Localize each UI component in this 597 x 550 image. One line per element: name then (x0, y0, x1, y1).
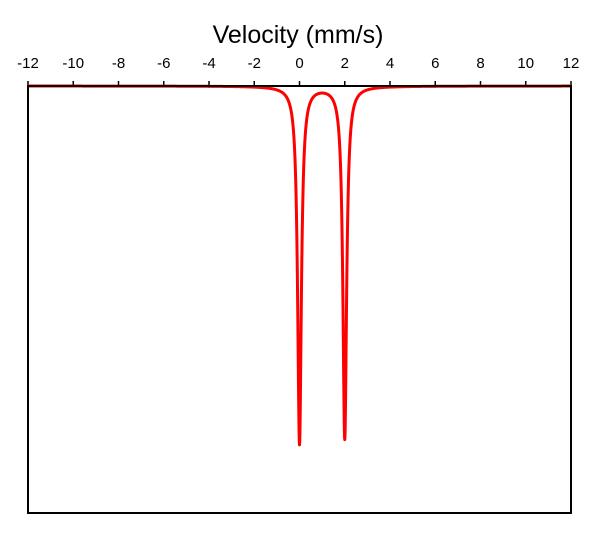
x-tick-label: 6 (431, 55, 439, 72)
series-line (26, 84, 573, 447)
x-tick-label: 4 (386, 55, 394, 72)
x-tick-label: -4 (202, 55, 215, 72)
x-tick-label: -6 (157, 55, 170, 72)
x-tick-label: -10 (62, 55, 84, 72)
x-axis-title: Velocity (mm/s) (213, 21, 384, 49)
x-tick-label: 12 (563, 55, 580, 72)
x-axis-tick-labels: -12 -10 -8 -6 -4 -2 0 2 4 6 8 10 12 (17, 55, 579, 72)
x-tick-label: -8 (112, 55, 125, 72)
x-tick-label: 10 (517, 55, 534, 72)
plot-area-frame (27, 85, 572, 514)
x-tick-label: -12 (17, 55, 39, 72)
x-tick-label: -2 (248, 55, 261, 72)
x-tick-label: 8 (476, 55, 484, 72)
x-tick-label: 2 (341, 55, 349, 72)
x-tick-label: 0 (295, 55, 303, 72)
